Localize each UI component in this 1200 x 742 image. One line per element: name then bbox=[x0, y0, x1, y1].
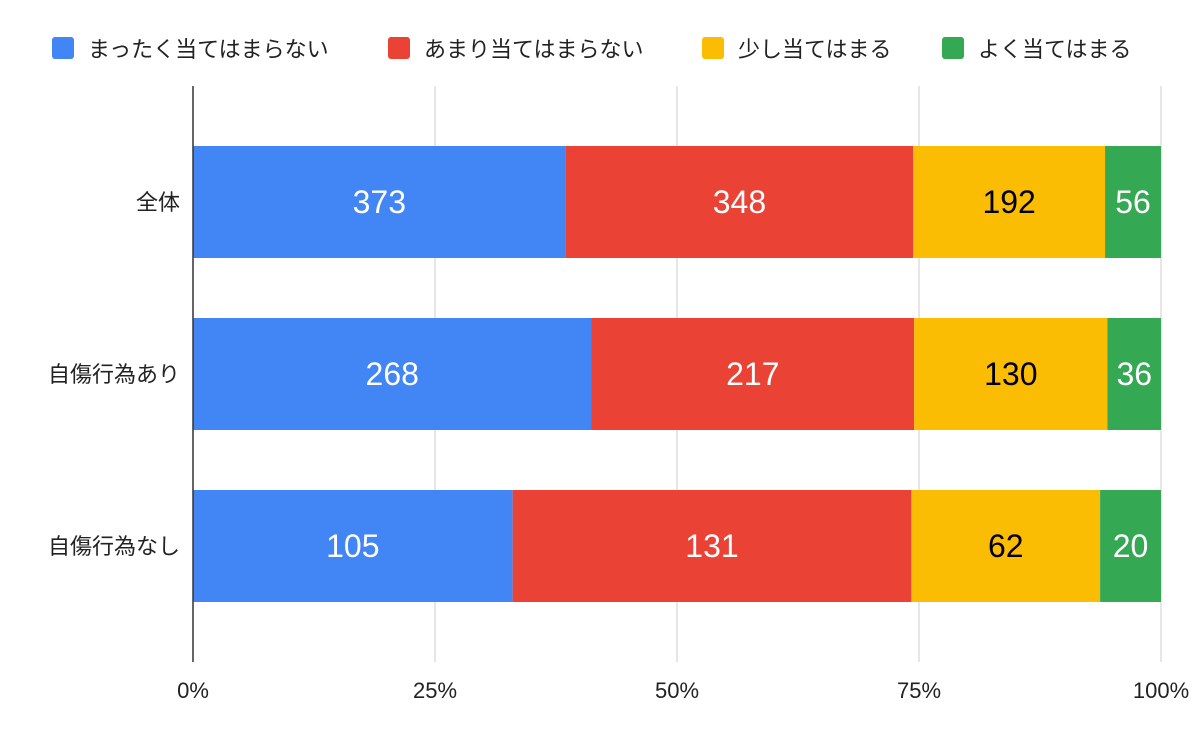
legend-swatch bbox=[388, 37, 410, 59]
legend-label: 少し当てはまる bbox=[738, 38, 892, 63]
bar-segment bbox=[914, 318, 1108, 430]
category-label: 自傷行為なし bbox=[48, 534, 180, 559]
data-label: 20 bbox=[1113, 528, 1149, 564]
bar-segment bbox=[512, 490, 912, 602]
bar-segment bbox=[193, 318, 592, 430]
data-label: 36 bbox=[1116, 356, 1152, 392]
x-tick-label: 25% bbox=[413, 678, 457, 703]
data-label: 217 bbox=[726, 356, 779, 392]
bar-segment bbox=[913, 146, 1106, 258]
legend-item: あまり当てはまらない bbox=[388, 30, 644, 66]
bar-segment bbox=[565, 146, 914, 258]
legend-swatch bbox=[942, 37, 964, 59]
x-tick-label: 50% bbox=[655, 678, 699, 703]
bar-segment bbox=[911, 490, 1101, 602]
legend-item: 少し当てはまる bbox=[702, 30, 892, 66]
bar-segment bbox=[1107, 318, 1161, 430]
legend-label: まったく当てはまらない bbox=[88, 38, 329, 63]
bar-segment bbox=[591, 318, 915, 430]
data-label: 130 bbox=[984, 356, 1037, 392]
data-label: 105 bbox=[326, 528, 379, 564]
legend-label: あまり当てはまらない bbox=[424, 38, 644, 63]
x-tick-label: 75% bbox=[897, 678, 941, 703]
data-label: 268 bbox=[366, 356, 419, 392]
data-label: 373 bbox=[353, 184, 406, 220]
legend-item: まったく当てはまらない bbox=[52, 30, 329, 66]
category-label: 全体 bbox=[136, 190, 180, 215]
category-label: 自傷行為あり bbox=[48, 362, 180, 387]
chart-legend: まったく当てはまらない あまり当てはまらない 少し当てはまる よく当てはまる bbox=[0, 30, 1200, 66]
x-tick-label: 100% bbox=[1133, 678, 1189, 703]
legend-item: よく当てはまる bbox=[942, 30, 1132, 66]
bar-segment bbox=[1100, 490, 1161, 602]
data-label: 348 bbox=[713, 184, 766, 220]
legend-swatch bbox=[52, 37, 74, 59]
data-label: 62 bbox=[988, 528, 1024, 564]
bar-segment bbox=[193, 146, 566, 258]
bar-segment bbox=[193, 490, 513, 602]
legend-swatch bbox=[702, 37, 724, 59]
legend-label: よく当てはまる bbox=[978, 38, 1132, 63]
data-label: 192 bbox=[982, 184, 1035, 220]
bar-segment bbox=[1105, 146, 1161, 258]
x-tick-label: 0% bbox=[177, 678, 209, 703]
data-label: 131 bbox=[685, 528, 738, 564]
data-label: 56 bbox=[1115, 184, 1151, 220]
